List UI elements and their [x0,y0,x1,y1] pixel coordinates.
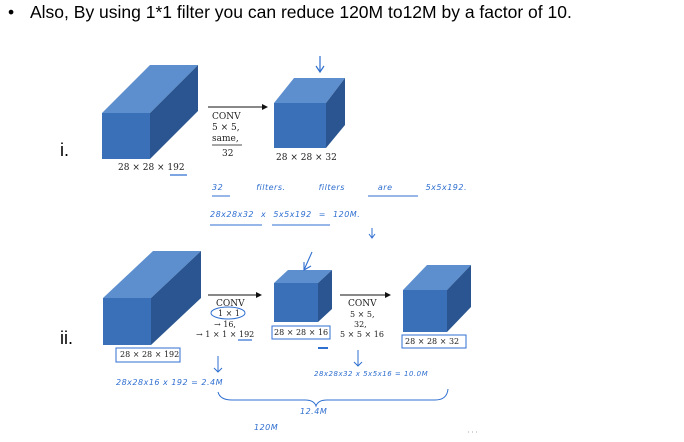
row1-conv-mode: same, [212,134,239,144]
row1-input-dims: 28 × 28 × 192 [118,163,185,173]
row2-conv1-filters: → 16, [214,320,236,329]
row2-conv1-kernel: 1 × 1 [218,309,240,318]
row1-output-dims: 28 × 28 × 32 [276,153,337,163]
row1-conv-name: CONV [212,112,241,122]
row2-conv1-name: CONV [216,299,245,309]
row2-conv2-shape: 5 × 5 × 16 [340,330,384,339]
bullet-line: • Also, By using 1*1 filter you can reduc… [8,2,572,23]
row2-input-cube [103,251,201,345]
row1-conv-filters: 32 [222,149,234,159]
row2-output-cube [403,265,471,332]
row2-calc2: 28x28x32 x 5x5x16 = 10.0M [314,370,429,378]
row2-sum: 12.4M [300,407,328,416]
row2-label: ii. [60,328,73,348]
row2-prev: 120M [254,423,279,432]
row2-conv2-kernel: 5 × 5, [350,310,375,319]
row1-note-calc: 28x28x32 x 5x5x192 = 120M. [210,210,361,219]
row2-mid-cube [274,270,332,322]
row2-conv1-shape: → 1 × 1 × 192 [196,330,255,339]
row2-output-dims: 28 × 28 × 32 [405,337,460,346]
row1-label: i. [60,140,69,160]
row1-output-cube [274,78,345,148]
row1-note-filters: 32 filters. filters are 5x5x192. [212,183,468,192]
row2-conv2-name: CONV [348,299,377,309]
bullet-text: Also, By using 1*1 filter you can reduce… [30,2,572,22]
row1-conv-kernel: 5 × 5, [212,123,240,133]
row2-calc1: 28x28x16 x 192 = 2.4M [116,378,224,387]
row2-input-dims: 28 × 28 × 192 [120,350,180,359]
row2-brace [217,388,449,408]
row2-conv2-filters: 32, [354,320,367,329]
row1-input-cube [102,65,198,159]
bullet-symbol: • [8,2,15,22]
row2-mid-dims: 28 × 28 × 16 [274,328,329,337]
row1-pen-arrow [315,56,325,74]
